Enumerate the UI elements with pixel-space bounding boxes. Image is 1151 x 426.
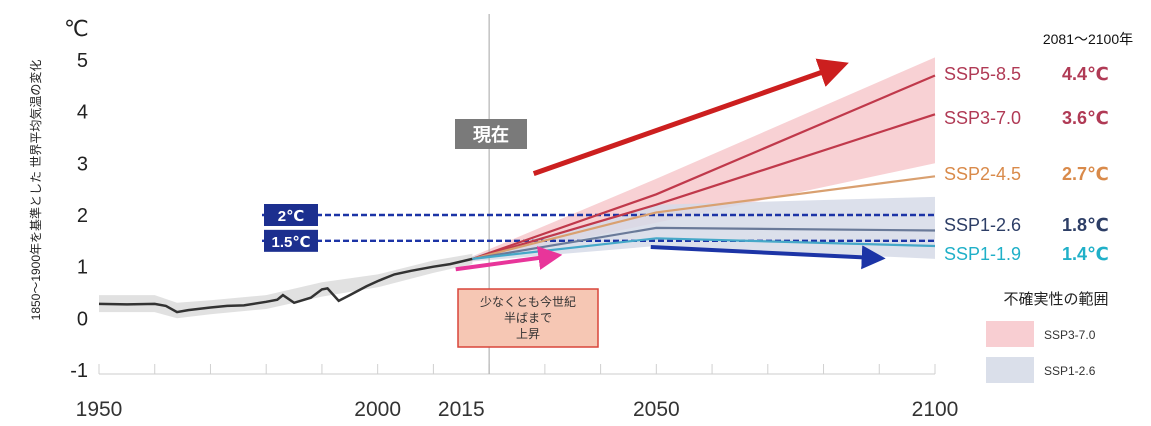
y-axis-title: 1850〜1900年を基準とした 世界平均気温の変化 bbox=[28, 60, 43, 321]
rise-arrow-high bbox=[532, 58, 849, 177]
series-value-label: 1.4℃ bbox=[1062, 244, 1109, 264]
series-name-label: SSP3-7.0 bbox=[944, 108, 1021, 128]
legend-swatch bbox=[986, 321, 1034, 347]
present-badge bbox=[455, 119, 527, 149]
series-name-label: SSP1-2.6 bbox=[944, 215, 1021, 235]
series-line bbox=[472, 113, 936, 260]
present-label: 現在 bbox=[473, 124, 509, 145]
series-name-label: SSP1-1.9 bbox=[944, 244, 1021, 264]
series-line bbox=[472, 74, 936, 260]
legend-label: SSP3-7.0 bbox=[1044, 328, 1096, 342]
threshold-label: 2℃ bbox=[278, 208, 305, 225]
legend-title: 不確実性の範囲 bbox=[1003, 290, 1108, 308]
series-value-label: 4.4℃ bbox=[1062, 64, 1109, 84]
series-line bbox=[472, 226, 936, 260]
x-tick-label: 2050 bbox=[633, 398, 680, 421]
y-tick-label: 4 bbox=[77, 102, 88, 124]
threshold-badge bbox=[264, 204, 318, 226]
series-value-label: 1.8℃ bbox=[1062, 215, 1109, 235]
y-tick-label: 5 bbox=[77, 50, 88, 72]
threshold-badge bbox=[264, 229, 318, 252]
series-name-label: SSP5-8.5 bbox=[944, 64, 1021, 84]
y-tick-label: 2 bbox=[77, 205, 88, 227]
annotation-text: 少なくとも今世紀 bbox=[480, 294, 576, 309]
x-tick-label: 1950 bbox=[76, 398, 123, 421]
unit-label: ℃ bbox=[64, 16, 89, 41]
y-tick-label: 1 bbox=[77, 257, 88, 279]
series-value-label: 2.7℃ bbox=[1062, 164, 1109, 184]
threshold-label: 1.5℃ bbox=[271, 234, 310, 251]
annotation-box bbox=[457, 288, 599, 348]
annotation-text: 半ばまで bbox=[504, 311, 552, 325]
uncertainty-band bbox=[472, 57, 935, 262]
series-line bbox=[472, 237, 936, 260]
series-line bbox=[472, 175, 936, 260]
series-value-label: 3.6℃ bbox=[1062, 108, 1109, 128]
annotation-text: 上昇 bbox=[516, 327, 540, 341]
x-tick-label: 2100 bbox=[912, 398, 959, 421]
plot-layer: -1 0 1 2 3 4 5 1950 2000 2015 2050 2100 2℃ 1.5℃ SSP5-8… bbox=[70, 14, 1109, 421]
y-tick-label: 0 bbox=[77, 308, 88, 330]
rise-arrow-near bbox=[455, 246, 563, 272]
x-tick-label: 2015 bbox=[438, 398, 485, 421]
y-tick-label: 3 bbox=[77, 153, 88, 175]
legend-label: SSP1-2.6 bbox=[1044, 364, 1096, 378]
series-name-label: SSP2-4.5 bbox=[944, 164, 1021, 184]
flat-arrow-low bbox=[650, 245, 886, 270]
legend-swatch bbox=[986, 357, 1034, 383]
historical-band bbox=[99, 253, 473, 319]
historical-line bbox=[98, 257, 473, 314]
y-tick-label: -1 bbox=[70, 360, 88, 382]
x-tick-label: 2000 bbox=[354, 398, 401, 421]
period-label: 2081〜2100年 bbox=[1043, 31, 1133, 47]
